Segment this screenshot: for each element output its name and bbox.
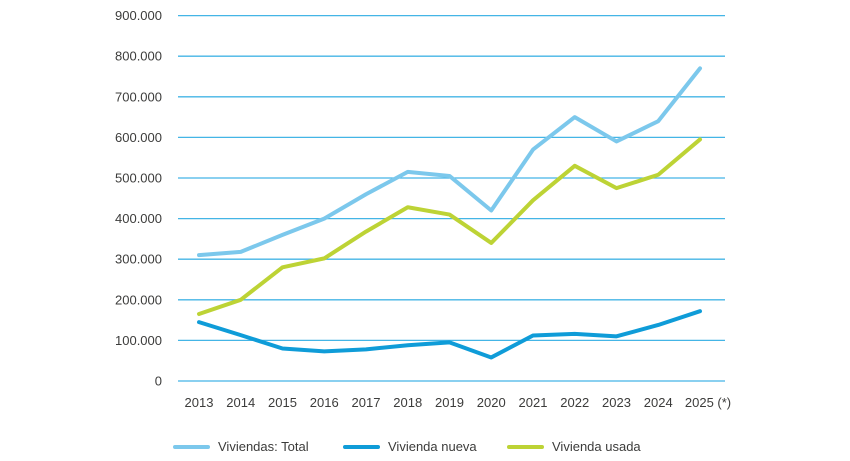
series-line-0	[197, 66, 702, 258]
y-tick-label: 400.000	[115, 211, 162, 226]
y-tick-label: 100.000	[115, 333, 162, 348]
x-tick-label: 2025 (*)	[685, 395, 731, 410]
usada-line-swatch	[507, 445, 544, 449]
series-line-1	[197, 309, 702, 360]
legend-label-total: Viviendas: Total	[218, 439, 309, 454]
y-tick-label: 200.000	[115, 292, 162, 307]
series-line-2	[197, 137, 702, 317]
y-tick-label: 800.000	[115, 49, 162, 64]
legend-label-usada: Vivienda usada	[552, 439, 641, 454]
chart-legend: Viviendas: Total Vivienda nueva Vivienda…	[0, 438, 850, 458]
x-tick-label: 2013	[185, 395, 214, 410]
x-tick-label: 2018	[393, 395, 422, 410]
x-tick-label: 2014	[226, 395, 255, 410]
legend-label-nueva: Vivienda nueva	[388, 439, 477, 454]
y-tick-label: 600.000	[115, 130, 162, 145]
nueva-line-swatch	[343, 445, 380, 449]
x-tick-label: 2024	[644, 395, 673, 410]
x-tick-label: 2021	[519, 395, 548, 410]
legend-item-vivienda-nueva: Vivienda nueva	[343, 438, 477, 456]
y-tick-label: 900.000	[115, 8, 162, 23]
x-tick-label: 2020	[477, 395, 506, 410]
y-tick-label: 0	[155, 374, 162, 389]
x-tick-label: 2019	[435, 395, 464, 410]
y-tick-label: 500.000	[115, 171, 162, 186]
x-tick-label: 2016	[310, 395, 339, 410]
x-tick-label: 2017	[352, 395, 381, 410]
x-tick-label: 2022	[560, 395, 589, 410]
y-tick-label: 300.000	[115, 252, 162, 267]
x-tick-label: 2015	[268, 395, 297, 410]
y-tick-label: 700.000	[115, 89, 162, 104]
legend-item-viviendas-total: Viviendas: Total	[173, 438, 309, 456]
total-line-swatch	[173, 445, 210, 449]
legend-item-vivienda-usada: Vivienda usada	[507, 438, 641, 456]
x-tick-label: 2023	[602, 395, 631, 410]
